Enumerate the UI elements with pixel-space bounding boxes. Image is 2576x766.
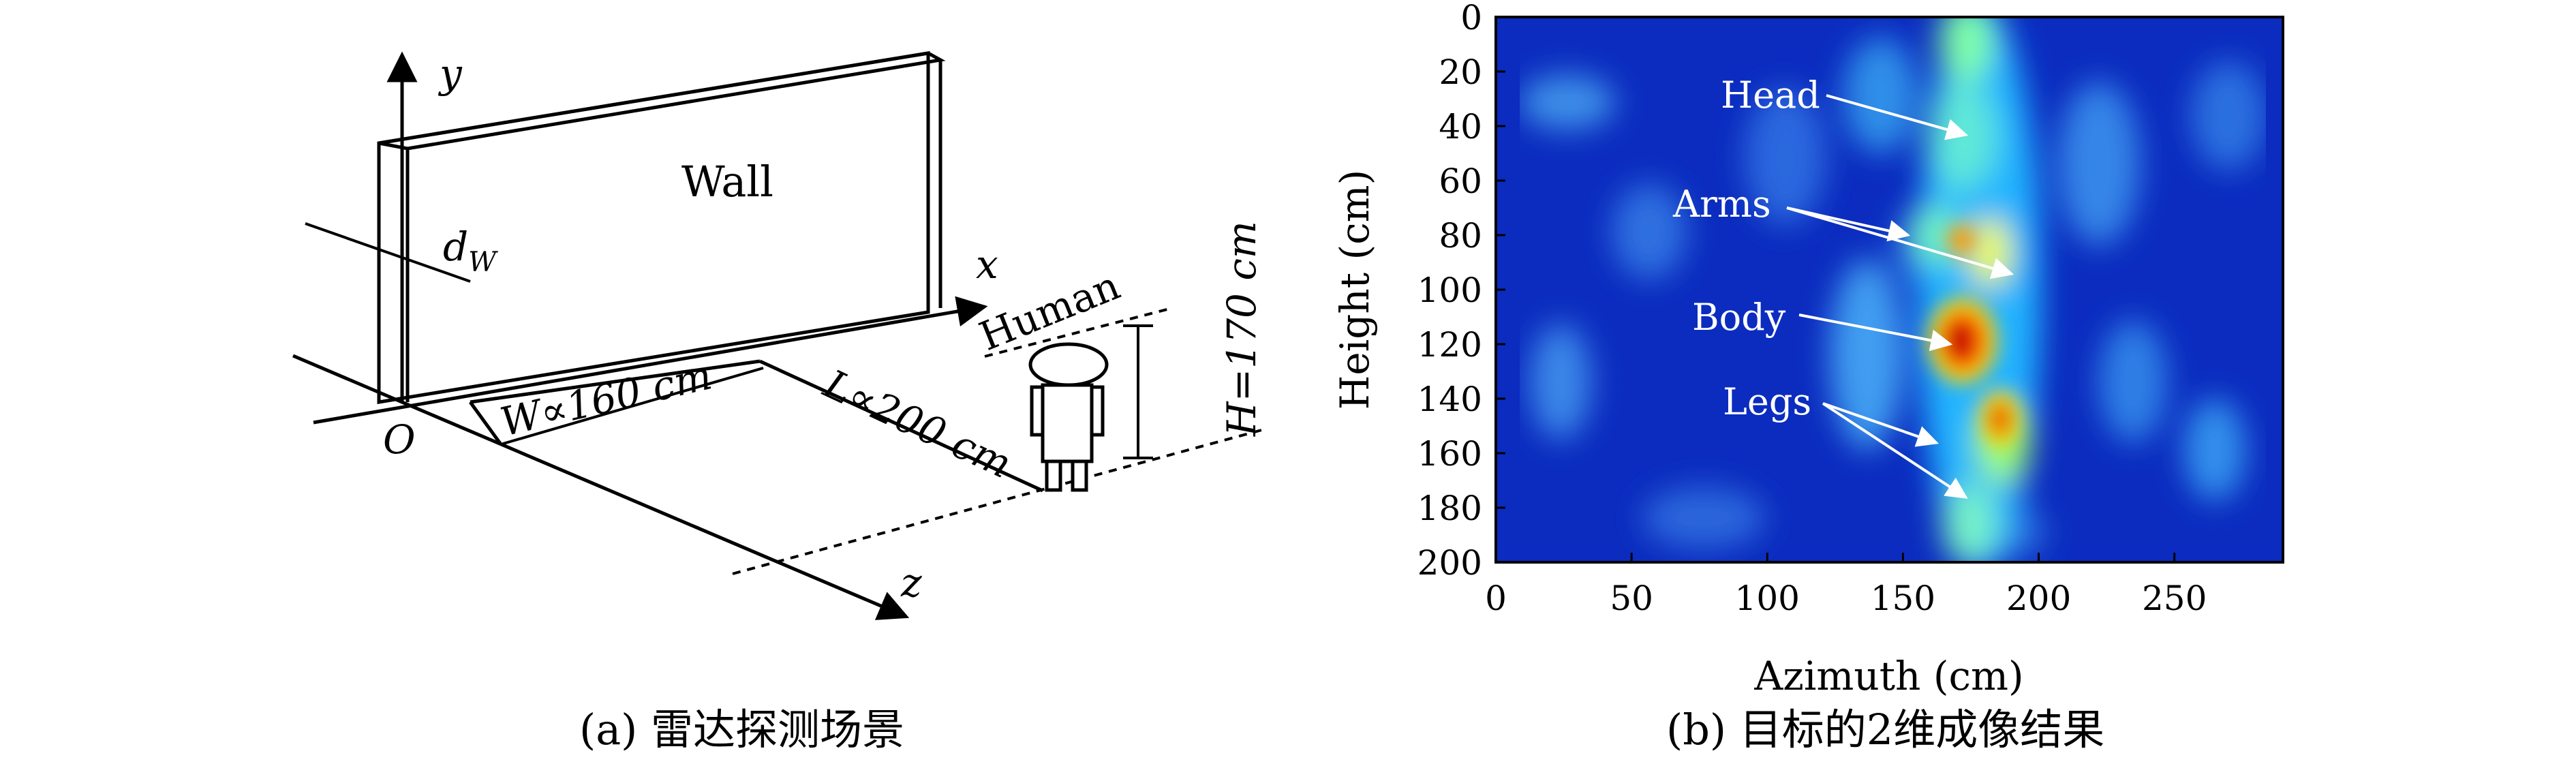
annotation-legs: Legs [1723, 380, 1968, 499]
width-line [500, 367, 764, 446]
x-axis-title: Azimuth (cm) [1753, 653, 2023, 699]
y-tick-label: 200 [1417, 543, 1482, 583]
y-tick-label: 160 [1417, 434, 1482, 474]
z-axis [292, 354, 910, 620]
annotation-head: Head [1721, 74, 1969, 140]
y-axis-ticks: 0 20 40 60 80 100 120 140 160 180 200 [1417, 0, 1505, 583]
svg-text:Body: Body [1692, 296, 1786, 339]
wall-thickness-line [305, 222, 471, 283]
y-tick-label: 20 [1439, 52, 1482, 92]
human-figure [1028, 342, 1109, 492]
x-tick-label: 50 [1610, 579, 1653, 618]
y-tick-label: 80 [1439, 216, 1482, 256]
wall-label: Wall [681, 157, 773, 206]
heatmap-hotspots [1929, 225, 2019, 446]
y-axis-title: Height (cm) [1332, 170, 1378, 410]
scene-diagram: Wall y x z O dW W∝160 cm L∝200 cm [292, 50, 1265, 754]
y-tick-label: 140 [1417, 380, 1482, 419]
height-label: H=170 cm [1218, 221, 1265, 437]
x-axis-label: x [976, 241, 998, 288]
annotation-arms: Arms [1672, 183, 2014, 279]
x-axis-ticks: 0 50 100 150 200 250 [1485, 553, 2207, 618]
origin-label: O [383, 416, 416, 463]
x-tick-label: 200 [2006, 579, 2071, 618]
wall-thickness-label: dW [443, 224, 498, 278]
caption-a: (a) 雷达探测场景 [579, 705, 904, 754]
dashed-ground-front [732, 428, 1265, 575]
height-dimension [1123, 324, 1153, 459]
length-label: L∝200 cm [816, 361, 1018, 487]
heatmap-image [1496, 17, 2283, 562]
svg-text:Head: Head [1721, 74, 1820, 117]
detection-area [468, 359, 1044, 493]
x-tick-label: 250 [2142, 579, 2207, 618]
dashed-head-line [984, 307, 1173, 358]
y-tick-label: 100 [1417, 271, 1482, 310]
heatmap-chart: 0 50 100 150 200 250 0 20 40 60 80 100 120 140 160 180… [1332, 0, 2284, 754]
wall [377, 51, 946, 404]
y-tick-label: 60 [1439, 162, 1482, 201]
y-tick-label: 0 [1460, 0, 1482, 37]
x-tick-label: 0 [1485, 579, 1507, 618]
x-axis [313, 296, 988, 425]
x-tick-label: 100 [1735, 579, 1800, 618]
svg-text:Arms: Arms [1672, 183, 1771, 226]
y-tick-label: 180 [1417, 489, 1482, 528]
caption-b: (b) 目标的2维成像结果 [1666, 705, 2104, 754]
y-tick-label: 120 [1417, 325, 1482, 365]
x-tick-label: 150 [1871, 579, 1935, 618]
annotation-body: Body [1692, 296, 1953, 352]
svg-text:Legs: Legs [1723, 380, 1811, 423]
z-axis-label: z [900, 560, 922, 606]
y-tick-label: 40 [1439, 107, 1482, 147]
y-axis-label: y [438, 50, 463, 97]
